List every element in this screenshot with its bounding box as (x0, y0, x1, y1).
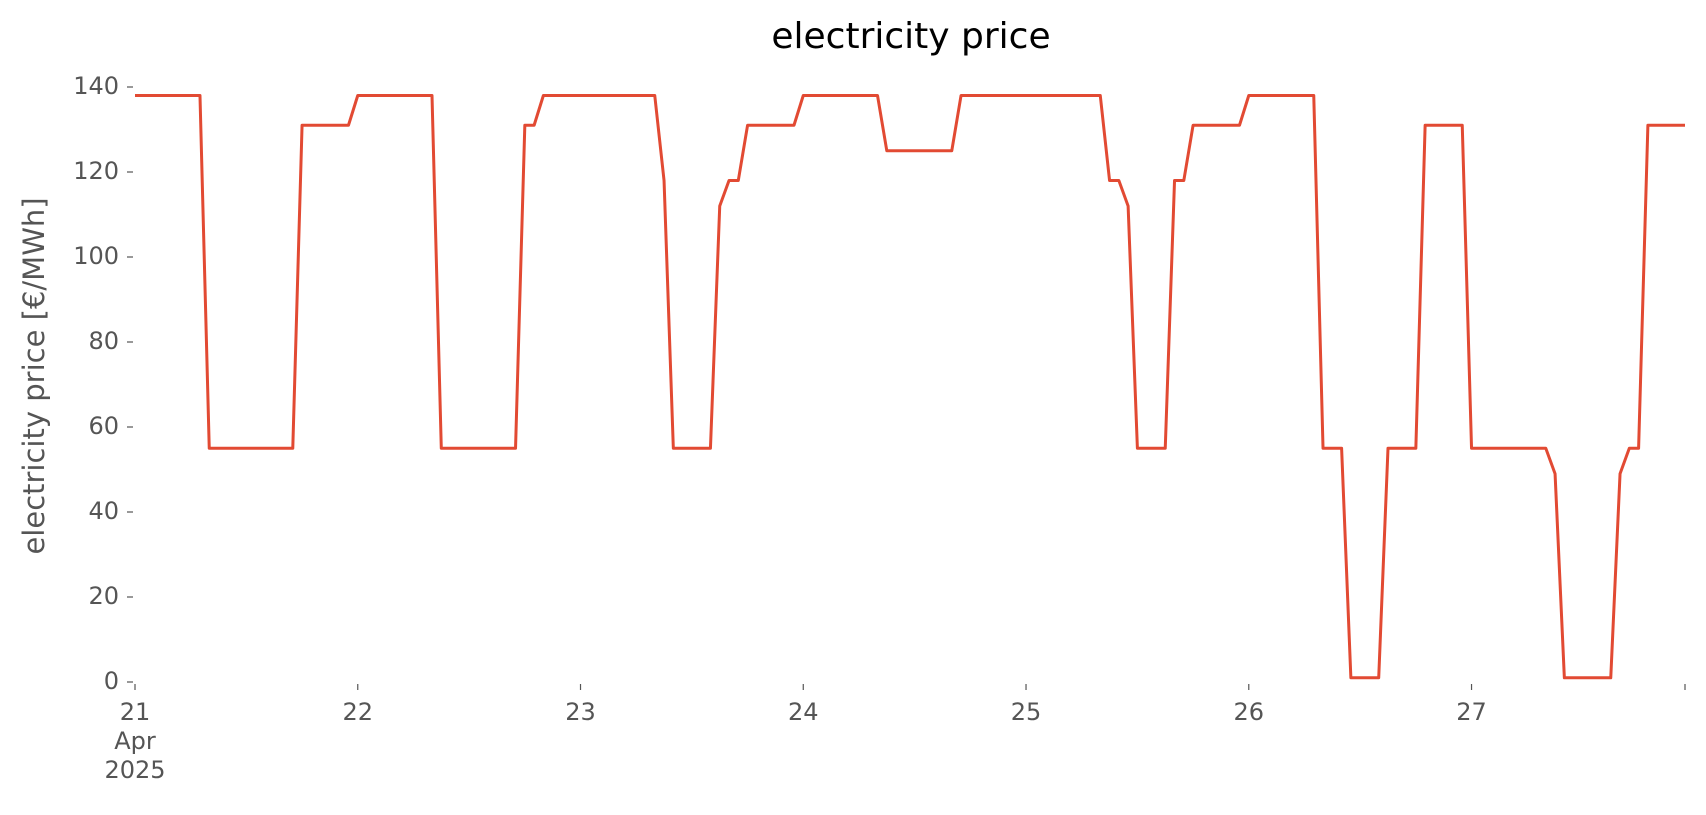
price-line (135, 94, 1685, 680)
y-axis-label: electricity price [€/MWh] (17, 197, 51, 554)
y-tick-label: 140 (73, 72, 119, 100)
x-tick-label: 26 (1233, 698, 1265, 726)
y-tick-label: 0 (104, 667, 119, 695)
y-tick-label: 20 (88, 582, 119, 610)
y-tick-label: 100 (73, 242, 119, 270)
y-tick-label: 80 (88, 327, 119, 355)
x-tick-label: 23 (565, 698, 596, 726)
x-tick-label: 25 (1010, 698, 1042, 726)
chart-title: electricity price (771, 16, 1050, 57)
y-tick-label: 120 (73, 157, 119, 185)
y-tick-label: 60 (88, 412, 119, 440)
y-tick-label: 40 (88, 497, 119, 525)
x-tick-label: 21 Apr 2025 (104, 698, 166, 784)
x-tick-label: 27 (1456, 698, 1487, 726)
x-tick-label: 24 (787, 698, 819, 726)
x-tick-label: 22 (342, 698, 374, 726)
